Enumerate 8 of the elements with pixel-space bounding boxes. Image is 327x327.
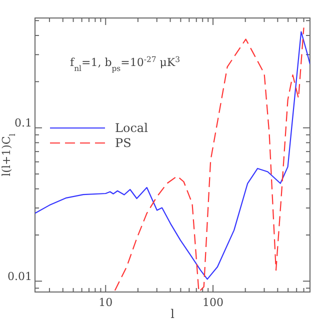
legend-label: Local (115, 121, 148, 135)
y-tick-label: 0.1 (14, 116, 32, 130)
x-axis-title: l (170, 307, 175, 321)
y-tick-label: 0.01 (8, 270, 32, 284)
x-tick-label: 100 (202, 296, 224, 309)
annotation: f$_{nl}$=1, b$_{ps}$=10$^{-27}$ μK$^{3}$ (70, 54, 180, 72)
x-tick-label: 10 (98, 296, 113, 309)
legend-label: PS (115, 136, 132, 150)
